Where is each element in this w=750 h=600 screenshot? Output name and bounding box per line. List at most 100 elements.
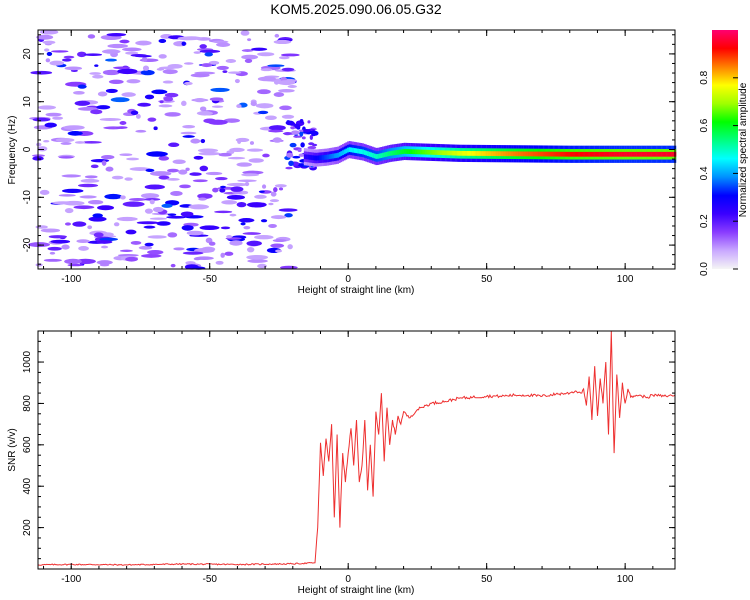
ridge-segment (513, 151, 516, 157)
ridge-segment (521, 151, 524, 157)
noise-blob (101, 49, 121, 54)
ridge-segment (571, 151, 574, 157)
ridge-segment (649, 151, 652, 157)
noise-blob (130, 240, 142, 245)
noise-blob (178, 169, 188, 175)
spectrogram-noise-blobs (28, 29, 319, 270)
noise-blob (189, 172, 202, 176)
noise-blob (35, 142, 42, 147)
noise-blob (220, 252, 225, 258)
noise-blob (135, 129, 147, 133)
noise-blob (216, 42, 231, 47)
ridge-segment (637, 151, 640, 157)
noise-blob (147, 250, 164, 255)
ridge-segment (667, 151, 670, 157)
ridge-segment (518, 151, 521, 157)
noise-blob (173, 247, 185, 251)
noise-blob (247, 259, 268, 263)
snr-panel: -100 -50 0 50 100 200 400 600 800 1000 Height of… (7, 330, 676, 596)
ridge-segment (634, 151, 637, 157)
noise-blob (64, 258, 82, 265)
y-tick-label: -10 (22, 190, 33, 205)
noise-blob (143, 225, 156, 229)
ridge-segment (669, 151, 672, 157)
noise-blob (105, 88, 118, 93)
noise-blob (97, 205, 115, 211)
noise-blob (270, 215, 287, 220)
y-tick-label: 200 (22, 519, 33, 536)
ridge-segment (511, 151, 514, 157)
colorbar-tick-label: 0.2 (699, 214, 710, 228)
noise-blob (138, 245, 153, 250)
x-tick-label: 50 (481, 574, 493, 585)
ridge-segment (455, 150, 457, 156)
noise-blob (67, 263, 84, 267)
ridge-segment (363, 150, 366, 155)
ridge-segment (636, 151, 639, 157)
noise-blob (77, 183, 99, 188)
ridge-segment (598, 151, 600, 157)
spectrogram-x-label: Height of straight line (km) (298, 285, 415, 296)
noise-blob (186, 230, 204, 236)
ridge-segment (362, 149, 364, 155)
noise-blob (299, 131, 304, 137)
noise-blob (287, 85, 297, 88)
noise-blob (170, 263, 176, 268)
noise-blob (92, 74, 104, 79)
colorbar: 0.0 0.2 0.4 0.6 0.8 Normalized spectral ampl… (699, 30, 749, 276)
noise-blob (290, 126, 296, 130)
colorbar-tick-label: 0.4 (699, 166, 710, 180)
ridge-segment (578, 151, 580, 157)
noise-blob (125, 229, 137, 235)
noise-blob (270, 191, 277, 197)
noise-blob (184, 81, 193, 86)
noise-blob (209, 97, 224, 102)
noise-blob (117, 68, 138, 75)
noise-blob (35, 263, 43, 267)
noise-blob (119, 249, 133, 253)
noise-blob (255, 103, 274, 109)
ridge-segment (558, 151, 560, 157)
noise-blob (225, 59, 237, 63)
noise-blob (162, 80, 174, 84)
noise-blob (229, 213, 237, 217)
ridge-segment (335, 153, 338, 158)
ridge-segment (573, 151, 575, 157)
noise-blob (272, 239, 287, 243)
ridge-segment (373, 153, 376, 159)
noise-blob (74, 141, 86, 144)
noise-blob (147, 117, 157, 122)
noise-blob (170, 191, 183, 196)
noise-blob (267, 64, 285, 68)
noise-blob (188, 204, 210, 210)
noise-blob (135, 114, 141, 119)
ridge-segment (322, 155, 324, 160)
noise-blob (244, 182, 250, 187)
noise-blob (227, 156, 246, 160)
ridge-segment (488, 151, 491, 156)
noise-blob (32, 117, 51, 122)
noise-blob (61, 188, 84, 193)
spectrogram-y-label: Frequency (Hz) (7, 116, 18, 185)
ridge-segment (486, 151, 489, 156)
ridge-segment (574, 151, 577, 157)
ridge-segment (586, 151, 589, 157)
noise-blob (136, 221, 159, 225)
noise-blob (257, 110, 269, 115)
noise-blob (277, 80, 296, 86)
ridge-segment (448, 150, 451, 156)
ridge-segment (348, 147, 351, 152)
noise-blob (299, 119, 304, 124)
ridge-segment (386, 151, 389, 157)
noise-blob (81, 141, 102, 144)
noise-blob (254, 235, 274, 240)
noise-blob (167, 232, 178, 238)
noise-blob (278, 187, 284, 191)
noise-blob (246, 246, 255, 253)
ridge-segment (463, 150, 466, 156)
noise-blob (303, 129, 311, 133)
noise-blob (47, 246, 62, 251)
ridge-segment (436, 150, 439, 155)
snr-frame (37, 330, 676, 570)
